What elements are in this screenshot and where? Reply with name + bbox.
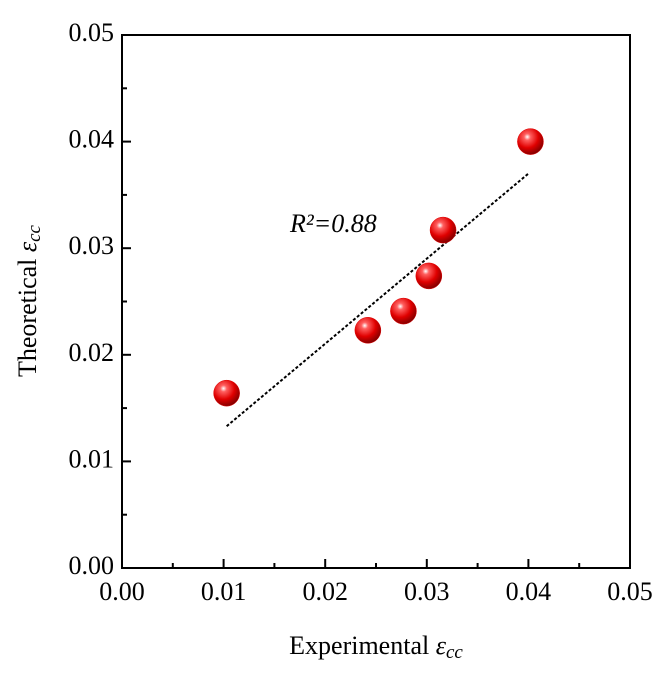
y-tick-label: 0.04 [69,125,115,154]
x-axis-label: Experimental εcc [289,631,463,663]
x-tick-label: 0.00 [99,577,145,606]
y-tick-label: 0.03 [69,231,115,260]
x-label-symbol: ε [436,631,447,660]
data-point [429,216,457,244]
y-tick-label: 0.00 [69,551,115,580]
data-point [213,379,240,407]
y-tick-label: 0.05 [69,18,115,47]
y-axis-label: Theoretical εcc [13,224,45,377]
data-point [390,297,417,325]
r2-annotation: R²=0.88 [289,209,377,238]
plot-frame [121,34,631,569]
trendline [226,172,530,427]
x-tick-label: 0.02 [302,577,348,606]
y-label-symbol: ε [13,241,42,252]
x-label-text: Experimental [289,631,429,660]
y-label-text: Theoretical [13,259,42,377]
data-point [415,262,443,290]
x-label-subscript: cc [446,642,463,663]
data-point [354,317,382,344]
data-point [517,128,544,155]
x-tick-label: 0.01 [201,577,247,606]
y-tick-label: 0.01 [69,444,115,473]
x-tick-label: 0.03 [404,577,450,606]
y-label-subscript: cc [24,224,45,241]
y-tick-label: 0.02 [69,338,115,367]
x-tick-label: 0.05 [607,577,653,606]
x-tick-label: 0.04 [506,577,552,606]
